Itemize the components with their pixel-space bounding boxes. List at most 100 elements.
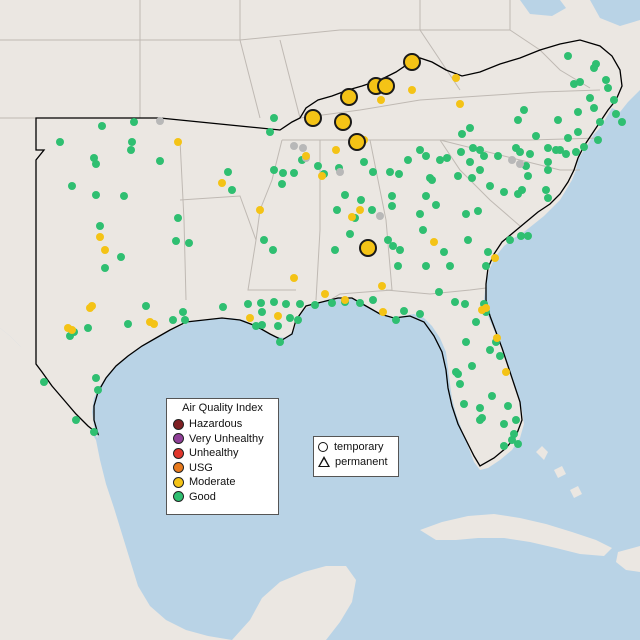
good-monitor[interactable] bbox=[476, 416, 484, 424]
good-monitor[interactable] bbox=[120, 192, 128, 200]
moderate-monitor[interactable] bbox=[356, 206, 364, 214]
good-monitor[interactable] bbox=[520, 106, 528, 114]
good-monitor[interactable] bbox=[356, 299, 364, 307]
good-monitor[interactable] bbox=[396, 246, 404, 254]
good-monitor[interactable] bbox=[416, 146, 424, 154]
good-monitor[interactable] bbox=[258, 308, 266, 316]
good-monitor[interactable] bbox=[333, 206, 341, 214]
temporary-monitor[interactable] bbox=[348, 133, 366, 151]
good-monitor[interactable] bbox=[474, 207, 482, 215]
good-monitor[interactable] bbox=[416, 310, 424, 318]
good-monitor[interactable] bbox=[443, 154, 451, 162]
temporary-monitor[interactable] bbox=[359, 239, 377, 257]
moderate-monitor[interactable] bbox=[491, 254, 499, 262]
good-monitor[interactable] bbox=[270, 166, 278, 174]
good-monitor[interactable] bbox=[532, 132, 540, 140]
good-monitor[interactable] bbox=[514, 440, 522, 448]
good-monitor[interactable] bbox=[128, 138, 136, 146]
good-monitor[interactable] bbox=[562, 150, 570, 158]
temporary-monitor[interactable] bbox=[340, 88, 358, 106]
good-monitor[interactable] bbox=[508, 436, 516, 444]
good-monitor[interactable] bbox=[476, 146, 484, 154]
moderate-monitor[interactable] bbox=[86, 304, 94, 312]
good-monitor[interactable] bbox=[602, 76, 610, 84]
temporary-monitor[interactable] bbox=[377, 77, 395, 95]
no-data-monitor[interactable] bbox=[516, 160, 524, 168]
good-monitor[interactable] bbox=[169, 316, 177, 324]
good-monitor[interactable] bbox=[422, 192, 430, 200]
good-monitor[interactable] bbox=[274, 322, 282, 330]
good-monitor[interactable] bbox=[92, 160, 100, 168]
good-monitor[interactable] bbox=[586, 94, 594, 102]
moderate-monitor[interactable] bbox=[502, 368, 510, 376]
good-monitor[interactable] bbox=[454, 172, 462, 180]
good-monitor[interactable] bbox=[142, 302, 150, 310]
no-data-monitor[interactable] bbox=[156, 117, 164, 125]
good-monitor[interactable] bbox=[524, 172, 532, 180]
good-monitor[interactable] bbox=[296, 300, 304, 308]
good-monitor[interactable] bbox=[422, 152, 430, 160]
good-monitor[interactable] bbox=[496, 352, 504, 360]
good-monitor[interactable] bbox=[68, 182, 76, 190]
good-monitor[interactable] bbox=[278, 180, 286, 188]
good-monitor[interactable] bbox=[468, 362, 476, 370]
good-monitor[interactable] bbox=[590, 104, 598, 112]
moderate-monitor[interactable] bbox=[341, 296, 349, 304]
good-monitor[interactable] bbox=[544, 158, 552, 166]
moderate-monitor[interactable] bbox=[332, 146, 340, 154]
no-data-monitor[interactable] bbox=[290, 142, 298, 150]
good-monitor[interactable] bbox=[440, 248, 448, 256]
moderate-monitor[interactable] bbox=[68, 326, 76, 334]
good-monitor[interactable] bbox=[130, 118, 138, 126]
good-monitor[interactable] bbox=[419, 226, 427, 234]
good-monitor[interactable] bbox=[462, 338, 470, 346]
good-monitor[interactable] bbox=[270, 114, 278, 122]
good-monitor[interactable] bbox=[416, 210, 424, 218]
good-monitor[interactable] bbox=[179, 308, 187, 316]
good-monitor[interactable] bbox=[357, 196, 365, 204]
good-monitor[interactable] bbox=[96, 222, 104, 230]
good-monitor[interactable] bbox=[574, 108, 582, 116]
good-monitor[interactable] bbox=[258, 321, 266, 329]
good-monitor[interactable] bbox=[544, 166, 552, 174]
good-monitor[interactable] bbox=[388, 192, 396, 200]
good-monitor[interactable] bbox=[436, 156, 444, 164]
moderate-monitor[interactable] bbox=[456, 100, 464, 108]
good-monitor[interactable] bbox=[517, 232, 525, 240]
good-monitor[interactable] bbox=[564, 52, 572, 60]
good-monitor[interactable] bbox=[516, 148, 524, 156]
good-monitor[interactable] bbox=[400, 307, 408, 315]
good-monitor[interactable] bbox=[290, 169, 298, 177]
good-monitor[interactable] bbox=[524, 232, 532, 240]
good-monitor[interactable] bbox=[181, 316, 189, 324]
good-monitor[interactable] bbox=[460, 400, 468, 408]
good-monitor[interactable] bbox=[369, 168, 377, 176]
good-monitor[interactable] bbox=[94, 386, 102, 394]
moderate-monitor[interactable] bbox=[452, 74, 460, 82]
no-data-monitor[interactable] bbox=[376, 212, 384, 220]
good-monitor[interactable] bbox=[286, 314, 294, 322]
no-data-monitor[interactable] bbox=[336, 168, 344, 176]
moderate-monitor[interactable] bbox=[246, 314, 254, 322]
good-monitor[interactable] bbox=[466, 158, 474, 166]
good-monitor[interactable] bbox=[476, 404, 484, 412]
good-monitor[interactable] bbox=[556, 146, 564, 154]
moderate-monitor[interactable] bbox=[430, 238, 438, 246]
good-monitor[interactable] bbox=[269, 246, 277, 254]
good-monitor[interactable] bbox=[428, 176, 436, 184]
good-monitor[interactable] bbox=[395, 170, 403, 178]
moderate-monitor[interactable] bbox=[408, 86, 416, 94]
moderate-monitor[interactable] bbox=[493, 334, 501, 342]
good-monitor[interactable] bbox=[90, 428, 98, 436]
good-monitor[interactable] bbox=[610, 96, 618, 104]
good-monitor[interactable] bbox=[596, 118, 604, 126]
good-monitor[interactable] bbox=[389, 242, 397, 250]
good-monitor[interactable] bbox=[468, 174, 476, 182]
no-data-monitor[interactable] bbox=[508, 156, 516, 164]
good-monitor[interactable] bbox=[270, 298, 278, 306]
good-monitor[interactable] bbox=[472, 318, 480, 326]
good-monitor[interactable] bbox=[404, 156, 412, 164]
good-monitor[interactable] bbox=[56, 138, 64, 146]
good-monitor[interactable] bbox=[84, 324, 92, 332]
good-monitor[interactable] bbox=[574, 128, 582, 136]
